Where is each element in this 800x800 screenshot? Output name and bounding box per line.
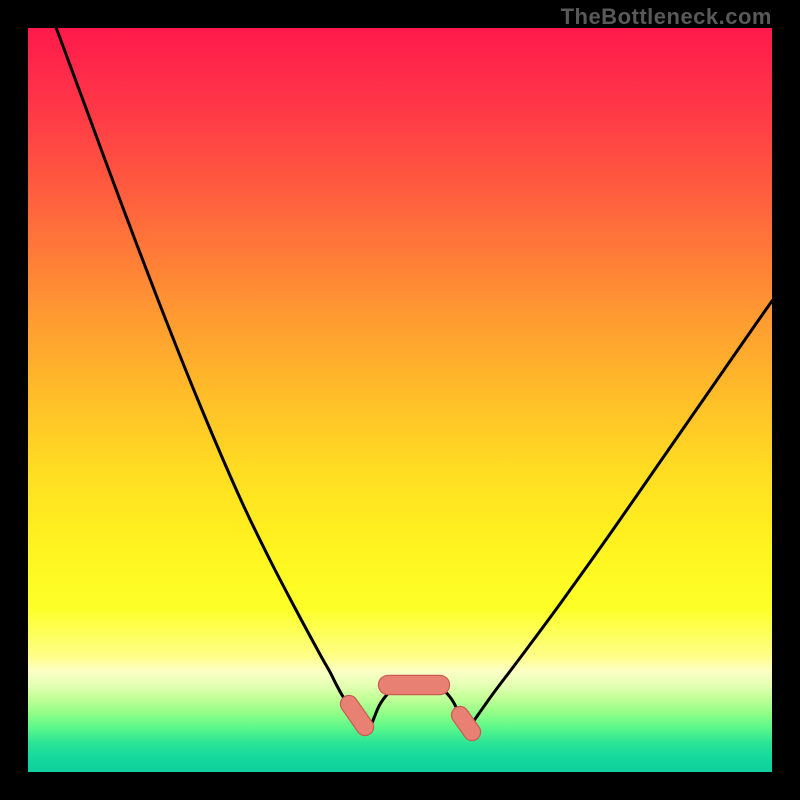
curve-layer xyxy=(0,0,800,800)
chart-frame: TheBottleneck.com xyxy=(0,0,800,800)
bottleneck-curve xyxy=(53,20,780,733)
watermark-label: TheBottleneck.com xyxy=(561,4,772,30)
marker-capsule xyxy=(460,715,472,732)
